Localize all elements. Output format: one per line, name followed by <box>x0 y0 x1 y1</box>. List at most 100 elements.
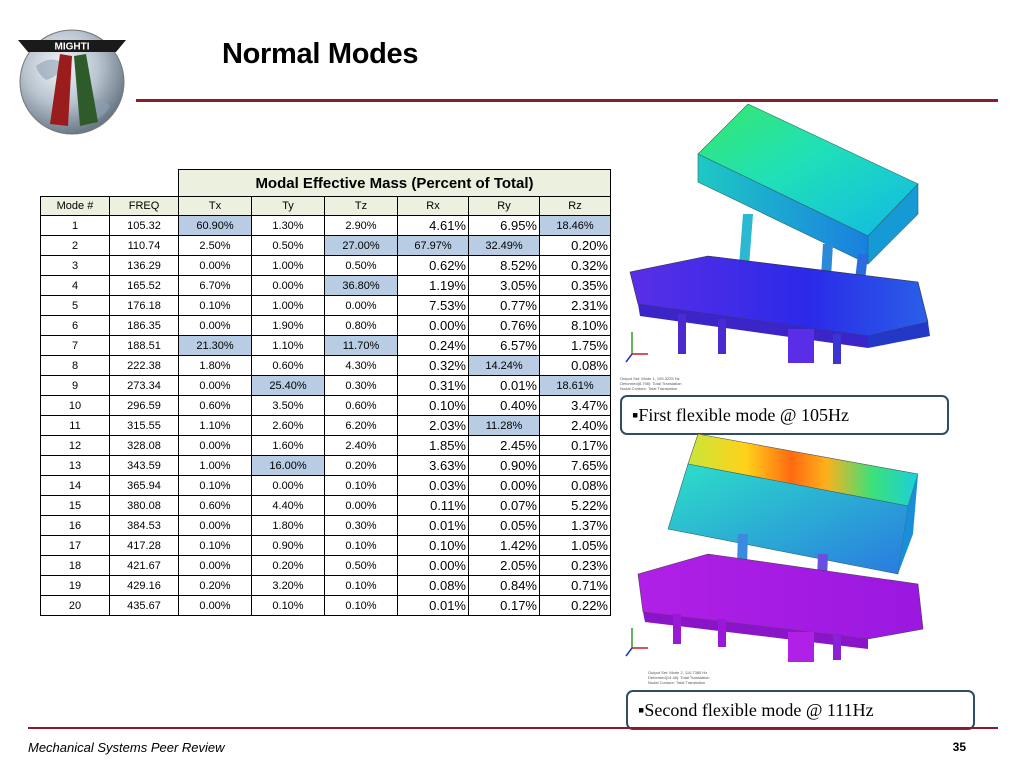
table-cell: 2.50% <box>178 235 252 256</box>
table-cell: 9 <box>40 375 110 396</box>
table-cell: 429.16 <box>109 575 179 596</box>
table-cell: 1.10% <box>178 415 252 436</box>
logo-text: MIGHTI <box>55 42 90 53</box>
table-cell: 1.30% <box>251 215 325 236</box>
table-cell: 3.05% <box>468 275 540 296</box>
table-cell: 16 <box>40 515 110 536</box>
table-cell: 6 <box>40 315 110 336</box>
table-cell: 165.52 <box>109 275 179 296</box>
table-cell: 0.10% <box>178 475 252 496</box>
table-cell: 136.29 <box>109 255 179 276</box>
page-title: Normal Modes <box>222 38 419 70</box>
table-cell: 5.22% <box>539 495 611 516</box>
column-header: Mode # <box>40 196 110 216</box>
mode1-caption-text: First flexible mode @ 105Hz <box>638 405 849 425</box>
table-cell: 0.10% <box>178 535 252 556</box>
table-cell: 8 <box>40 355 110 376</box>
table-cell: 0.10% <box>324 535 398 556</box>
table-cell: 365.94 <box>109 475 179 496</box>
table-row: 16 384.53 0.00% 1.80% 0.30% 0.01% 0.05% 1.37% <box>40 515 611 536</box>
table-cell: 1.42% <box>468 535 540 556</box>
table-cell: 343.59 <box>109 455 179 476</box>
table-row: 5 176.18 0.10% 1.00% 0.00% 7.53% 0.77% 2.31% <box>40 295 611 316</box>
table-cell: 0.50% <box>324 255 398 276</box>
table-cell: 2.45% <box>468 435 540 456</box>
table-cell: 2.60% <box>251 415 325 436</box>
table-cell: 8.52% <box>468 255 540 276</box>
table-cell: 0.60% <box>178 395 252 416</box>
svg-text:Output Set: Mode 2, 110.7385 H: Output Set: Mode 2, 110.7385 Hz <box>648 670 707 675</box>
table-cell: 0.60% <box>324 395 398 416</box>
table-cell: 186.35 <box>109 315 179 336</box>
table-cell: 6.20% <box>324 415 398 436</box>
table-cell: 0.00% <box>397 315 469 336</box>
table-cell: 417.28 <box>109 535 179 556</box>
table-row: 15 380.08 0.60% 4.40% 0.00% 0.11% 0.07% 5.22% <box>40 495 611 516</box>
table-cell: 0.08% <box>539 355 611 376</box>
table-cell: 1.60% <box>251 435 325 456</box>
table-cell: 0.30% <box>324 375 398 396</box>
table-cell: 0.30% <box>324 515 398 536</box>
table-row: 6 186.35 0.00% 1.90% 0.80% 0.00% 0.76% 8.10% <box>40 315 611 336</box>
svg-text:Deformed(14.48): Total Transla: Deformed(14.48): Total Translation <box>648 675 710 680</box>
table-cell: 1.85% <box>397 435 469 456</box>
table-cell: 3.50% <box>251 395 325 416</box>
table-cell: 19 <box>40 575 110 596</box>
title-divider <box>136 99 998 102</box>
table-cell: 296.59 <box>109 395 179 416</box>
table-cell: 18.61% <box>539 375 611 396</box>
table-cell: 0.10% <box>251 595 325 616</box>
table-cell: 0.10% <box>324 575 398 596</box>
table-group-header-row: Modal Effective Mass (Percent of Total) <box>41 169 611 197</box>
table-cell: 0.00% <box>178 375 252 396</box>
table-cell: 0.17% <box>468 595 540 616</box>
table-cell: 2.31% <box>539 295 611 316</box>
column-header: Tx <box>178 196 252 216</box>
table-cell: 0.77% <box>468 295 540 316</box>
column-header: Rx <box>397 196 469 216</box>
table-cell: 0.32% <box>539 255 611 276</box>
table-cell: 0.32% <box>397 355 469 376</box>
table-cell: 188.51 <box>109 335 179 356</box>
table-cell: 15 <box>40 495 110 516</box>
table-cell: 0.07% <box>468 495 540 516</box>
table-cell: 2.90% <box>324 215 398 236</box>
table-cell: 176.18 <box>109 295 179 316</box>
table-cell: 3 <box>40 255 110 276</box>
table-cell: 0.10% <box>324 595 398 616</box>
column-header: Ty <box>251 196 325 216</box>
table-cell: 0.17% <box>539 435 611 456</box>
mighti-logo: MIGHTI <box>18 29 126 135</box>
table-cell: 0.71% <box>539 575 611 596</box>
table-cell: 8.10% <box>539 315 611 336</box>
table-cell: 60.90% <box>178 215 252 236</box>
table-cell: 0.00% <box>324 295 398 316</box>
table-corner-blank <box>41 170 179 197</box>
table-row: 14 365.94 0.10% 0.00% 0.10% 0.03% 0.00% 0.08% <box>40 475 611 496</box>
table-cell: 10 <box>40 395 110 416</box>
page-number: 35 <box>952 740 966 754</box>
table-cell: 4 <box>40 275 110 296</box>
table-cell: 0.20% <box>178 575 252 596</box>
table-cell: 11 <box>40 415 110 436</box>
table-cell: 0.20% <box>539 235 611 256</box>
table-cell: 0.10% <box>397 395 469 416</box>
table-cell: 11.70% <box>324 335 398 356</box>
table-cell: 0.08% <box>397 575 469 596</box>
table-cell: 0.10% <box>397 535 469 556</box>
table-row: 9 273.34 0.00% 25.40% 0.30% 0.31% 0.01% 18.61% <box>40 375 611 396</box>
table-cell: 14 <box>40 475 110 496</box>
table-cell: 13 <box>40 455 110 476</box>
table-row: 8 222.38 1.80% 0.60% 4.30% 0.32% 14.24% 0.08% <box>40 355 611 376</box>
table-cell: 0.00% <box>178 515 252 536</box>
table-cell: 7.65% <box>539 455 611 476</box>
column-header: Ry <box>468 196 540 216</box>
table-cell: 16.00% <box>251 455 325 476</box>
table-cell: 7 <box>40 335 110 356</box>
mode2-caption: ▪Second flexible mode @ 111Hz <box>626 690 975 730</box>
table-row: 2 110.74 2.50% 0.50% 27.00% 67.97% 32.49% 0.20% <box>40 235 611 256</box>
table-cell: 328.08 <box>109 435 179 456</box>
svg-text:Nodal Contour: Total Translati: Nodal Contour: Total Translation <box>620 386 677 391</box>
table-cell: 21.30% <box>178 335 252 356</box>
table-cell: 0.90% <box>251 535 325 556</box>
